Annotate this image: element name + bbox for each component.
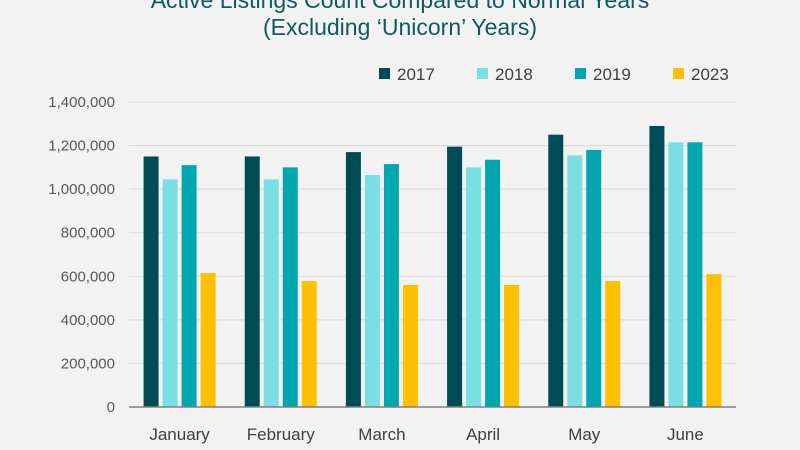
bar-2017-march [345, 152, 361, 407]
bar-2019-march [383, 164, 399, 407]
bars [143, 125, 722, 408]
x-tick-label: January [149, 425, 210, 444]
bar-2018-february [263, 179, 279, 407]
x-axis-tick-labels: January February March April May June [149, 425, 704, 444]
chart-title: Active Listings Count Compared to Normal… [150, 0, 650, 13]
x-tick-label: February [247, 425, 316, 444]
bar-2018-april [466, 167, 482, 407]
bar-2019-april [485, 159, 501, 407]
legend-swatch-2019 [575, 68, 586, 79]
bar-2018-january [162, 179, 178, 407]
bar-2018-june [668, 142, 684, 407]
x-tick-label: April [466, 425, 500, 444]
bar-2023-february [301, 281, 317, 407]
y-tick-label: 0 [107, 399, 115, 416]
bar-2017-april [447, 146, 463, 408]
legend-label-2019: 2019 [593, 65, 631, 84]
bar-2023-april [504, 285, 520, 407]
chart-subtitle: (Excluding ‘Unicorn’ Years) [262, 14, 537, 40]
gridlines [129, 101, 736, 364]
y-tick-label: 200,000 [61, 355, 115, 372]
x-tick-label: May [568, 425, 601, 444]
x-tick-label: March [358, 425, 405, 444]
bar-2019-june [687, 142, 703, 407]
y-tick-label: 1,400,000 [48, 94, 115, 111]
bar-2017-may [548, 134, 564, 407]
y-tick-label: 800,000 [61, 225, 115, 242]
y-tick-label: 400,000 [61, 312, 115, 329]
y-tick-label: 600,000 [61, 268, 115, 285]
bar-2018-may [567, 155, 583, 407]
bar-2019-january [181, 165, 197, 407]
legend-label-2018: 2018 [495, 65, 533, 84]
legend-swatch-2023 [673, 68, 684, 79]
bar-2018-march [364, 174, 380, 407]
bar-2019-february [282, 167, 298, 407]
bar-2019-may [586, 149, 602, 407]
bar-2017-february [244, 156, 260, 407]
bar-2023-january [200, 273, 216, 407]
y-tick-label: 1,200,000 [48, 138, 115, 155]
legend-swatch-2017 [379, 68, 390, 79]
legend-label-2017: 2017 [397, 65, 435, 84]
bar-2017-january [143, 156, 159, 407]
bar-2023-may [605, 281, 621, 407]
y-axis-tick-labels: 0 200,000 400,000 600,000 800,000 1,000,000 1,… [48, 94, 115, 416]
x-tick-label: June [667, 425, 704, 444]
legend-label-2023: 2023 [691, 65, 729, 84]
bar-2017-june [649, 125, 665, 407]
legend: 2017 2018 2019 2023 [379, 65, 729, 84]
bar-2023-june [706, 274, 722, 407]
legend-swatch-2018 [477, 68, 488, 79]
y-tick-label: 1,000,000 [48, 181, 115, 198]
bar-2023-march [402, 285, 418, 407]
